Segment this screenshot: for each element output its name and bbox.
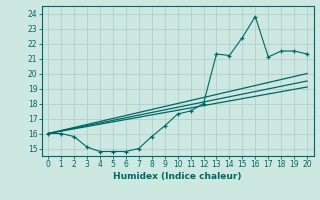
- X-axis label: Humidex (Indice chaleur): Humidex (Indice chaleur): [113, 172, 242, 181]
